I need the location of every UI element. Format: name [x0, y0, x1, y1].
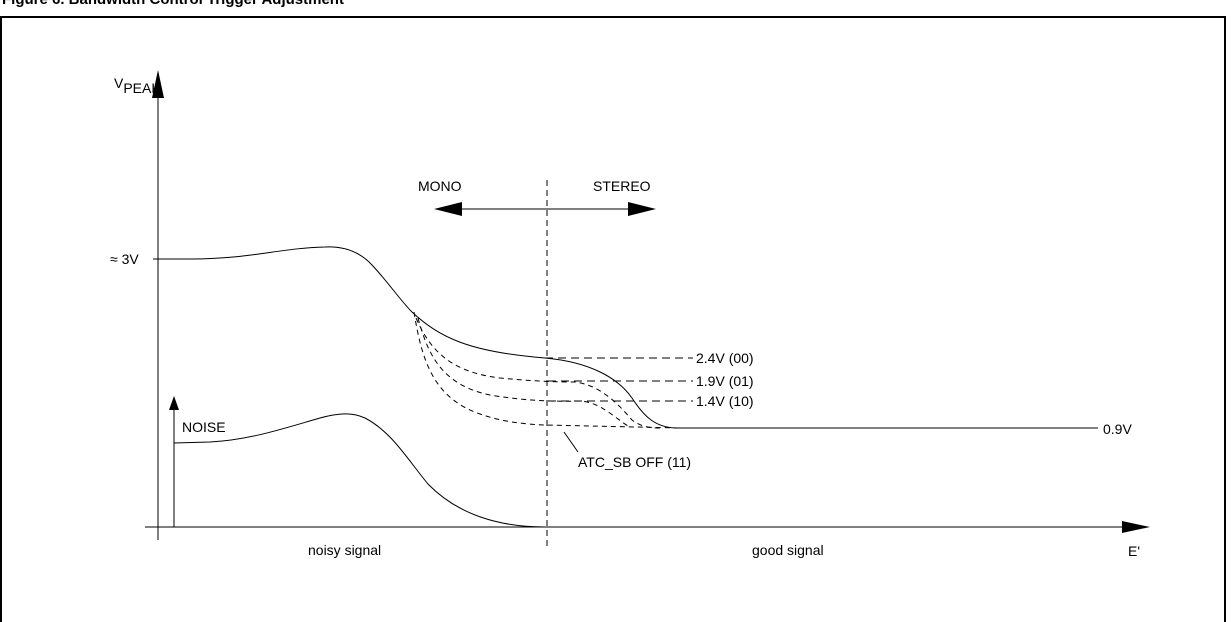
curve-11-dashed: [413, 311, 681, 429]
mono-arrowhead: [434, 202, 462, 216]
vpeak-curve: [158, 246, 710, 429]
x-axis-label: E': [1128, 543, 1140, 559]
good-signal-label: good signal: [752, 542, 824, 558]
noise-curve: [173, 413, 546, 528]
threshold-01-label: 1.9V (01): [696, 373, 754, 389]
stereo-label: STEREO: [593, 178, 651, 194]
y-axis-arrowhead: [152, 70, 164, 98]
atc-leader-line: [563, 431, 579, 453]
x-axis-arrowhead: [1122, 521, 1150, 533]
curve-10-dashed: [417, 317, 629, 427]
y-axis-label: VPEAK: [114, 75, 161, 96]
noisy-signal-label: noisy signal: [308, 542, 381, 558]
noise-arrowhead: [169, 396, 179, 410]
figure-caption-strip: Figure 6. Bandwidth Control Trigger Adju…: [0, 0, 1231, 16]
atc-label: ATC_SB OFF (11): [578, 454, 691, 470]
mono-label: MONO: [418, 178, 462, 194]
level-3v-label: ≈ 3V: [110, 251, 139, 267]
stereo-arrowhead: [628, 202, 656, 216]
figure-caption: Figure 6. Bandwidth Control Trigger Adju…: [2, 0, 344, 8]
curve-01-dashed: [415, 317, 661, 429]
diagram-frame: [0, 16, 1226, 622]
threshold-00-label: 2.4V (00): [696, 350, 754, 366]
threshold-10-label: 1.4V (10): [696, 393, 754, 409]
floor-label: 0.9V: [1103, 421, 1132, 437]
noise-label: NOISE: [182, 419, 226, 435]
